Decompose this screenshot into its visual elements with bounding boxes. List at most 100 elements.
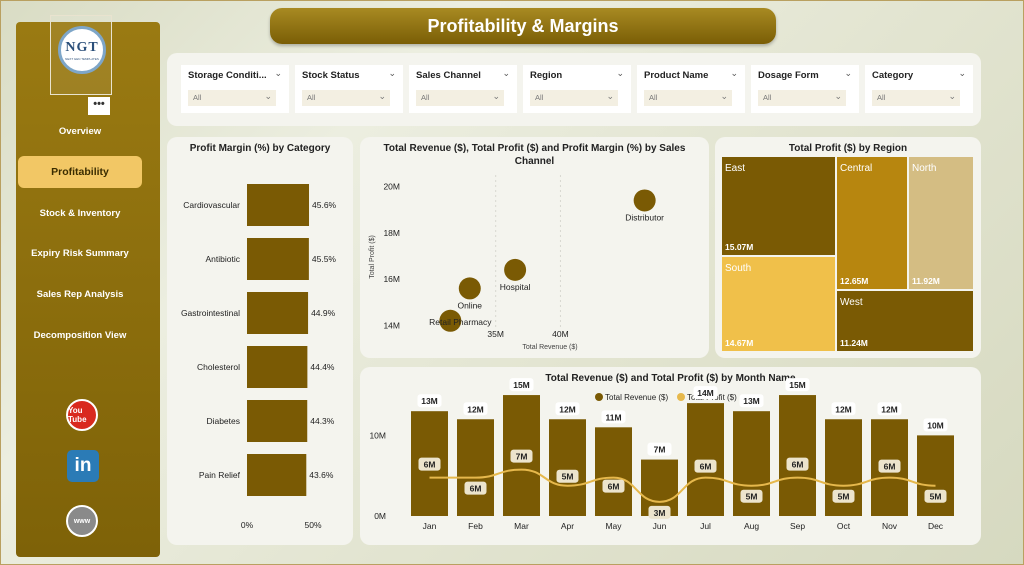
region-profit-card: Total Profit ($) by Region East 15.07M Cen… [715,137,981,358]
logo-subtext: NEXT GEN TEMPLATES [65,56,99,61]
filter-label: Storage Conditi... [188,70,267,81]
filter-6[interactable]: Category ⌄ All ⌄ [865,65,973,113]
filter-dropdown[interactable]: All ⌄ [644,90,732,106]
profit-value-label: 3M [654,508,666,518]
filter-value: All [307,93,316,102]
channel-point [504,258,527,281]
channel-label: Hospital [500,282,531,292]
chevron-down-icon[interactable]: ⌄ [388,68,396,78]
revenue-label-box [831,402,856,416]
filter-3[interactable]: Region ⌄ All ⌄ [523,65,631,113]
more-options-button[interactable]: ••• [88,97,110,115]
month-label: Jun [653,521,667,531]
chevron-down-icon: ⌄ [720,91,728,101]
website-globe-icon[interactable]: www [66,505,98,537]
month-label: Nov [882,521,898,531]
filter-dropdown[interactable]: All ⌄ [188,90,276,106]
filter-5[interactable]: Dosage Form ⌄ All ⌄ [751,65,859,113]
profit-line [429,468,936,503]
filter-1[interactable]: Stock Status ⌄ All ⌄ [295,65,403,113]
profit-value-label: 5M [930,492,942,502]
nav-stock-inventory[interactable]: Stock & Inventory [39,208,121,219]
revenue-value-label: 11M [605,412,621,422]
monthly-chart-title: Total Revenue ($) and Total Profit ($) b… [545,373,796,384]
chevron-down-icon: ⌄ [492,91,500,101]
revenue-value-label: 15M [789,380,806,390]
profit-margin-chart-title: Profit Margin (%) by Category [189,143,331,154]
margin-bar [247,346,308,388]
revenue-label-box [555,402,580,416]
filter-label: Region [530,70,563,81]
month-label: Apr [561,521,574,531]
x-tick-label: 40M [552,329,569,339]
nav-overview[interactable]: Overview [58,126,102,137]
y-tick-label: 18M [383,228,400,238]
logo[interactable]: NGT NEXT GEN TEMPLATES [58,26,106,74]
month-label: Sep [790,521,805,531]
revenue-value-label: 15M [513,380,530,390]
month-label: Mar [514,521,529,531]
sales-channel-card: Total Revenue ($), Total Profit ($) and … [360,137,709,358]
chevron-down-icon[interactable]: ⌄ [958,68,966,78]
nav-expiry-risk-summary[interactable]: Expiry Risk Summary [31,248,129,259]
region-name: Central [840,163,872,174]
youtube-icon[interactable]: You Tube [66,399,98,431]
youtube-label: You Tube [68,406,87,424]
month-label: Aug [744,521,759,531]
profit-value-label: 6M [608,482,620,492]
linkedin-icon[interactable]: in [67,450,99,482]
filter-label: Category [872,70,914,81]
margin-value-label: 44.9% [311,308,336,318]
region-profit-chart-title: Total Profit ($) by Region [788,143,908,154]
chevron-down-icon[interactable]: ⌄ [616,68,624,78]
revenue-bar [457,419,494,516]
filter-dropdown[interactable]: All ⌄ [872,90,960,106]
filter-dropdown[interactable]: All ⌄ [302,90,390,106]
filter-0[interactable]: Storage Conditi... ⌄ All ⌄ [181,65,289,113]
profit-margin-card: Profit Margin (%) by Category Cardiovasc… [167,137,353,545]
chevron-down-icon[interactable]: ⌄ [274,68,282,78]
profit-label-box [648,505,671,519]
margin-bar [247,184,310,226]
revenue-label-box [417,394,442,408]
x-axis-label: Total Revenue ($) [522,344,577,351]
chevron-down-icon[interactable]: ⌄ [502,68,510,78]
month-label: Dec [928,521,944,531]
region-tile [837,157,907,289]
category-label: Gastrointestinal [181,308,240,318]
chevron-down-icon[interactable]: ⌄ [844,68,852,78]
revenue-bar [687,403,724,516]
x-tick-label: 0% [241,520,254,530]
category-label: Pain Relief [199,470,241,480]
profit-label-box [786,457,809,471]
filter-value: All [193,93,202,102]
revenue-bar [779,395,816,516]
region-tile [909,157,973,289]
profit-value-label: 5M [746,492,758,502]
nav-profitability[interactable]: Profitability [18,156,142,188]
filter-4[interactable]: Product Name ⌄ All ⌄ [637,65,745,113]
region-tile [722,157,835,255]
margin-value-label: 45.5% [312,254,337,264]
region-name: North [912,163,936,174]
revenue-label-box [923,418,948,432]
nav-sales-rep-analysis[interactable]: Sales Rep Analysis [36,289,124,300]
revenue-bar [917,435,954,516]
profit-margin-chart: Cardiovascular 45.6% Antibiotic 45.5% Gastro… [181,184,337,530]
filter-dropdown[interactable]: All ⌄ [530,90,618,106]
channel-label: Online [457,300,482,310]
revenue-label-box [509,378,534,392]
filter-dropdown[interactable]: All ⌄ [416,90,504,106]
filter-dropdown[interactable]: All ⌄ [758,90,846,106]
nav-decomposition-view[interactable]: Decomposition View [33,330,127,341]
margin-value-label: 44.3% [310,416,335,426]
category-label: Cholesterol [197,362,240,372]
profit-label-box [510,449,533,463]
region-name: East [725,163,745,174]
month-label: Oct [837,521,851,531]
category-label: Cardiovascular [183,200,240,210]
chevron-down-icon[interactable]: ⌄ [730,68,738,78]
channel-point [458,277,481,300]
filter-2[interactable]: Sales Channel ⌄ All ⌄ [409,65,517,113]
revenue-label-box [785,378,810,392]
